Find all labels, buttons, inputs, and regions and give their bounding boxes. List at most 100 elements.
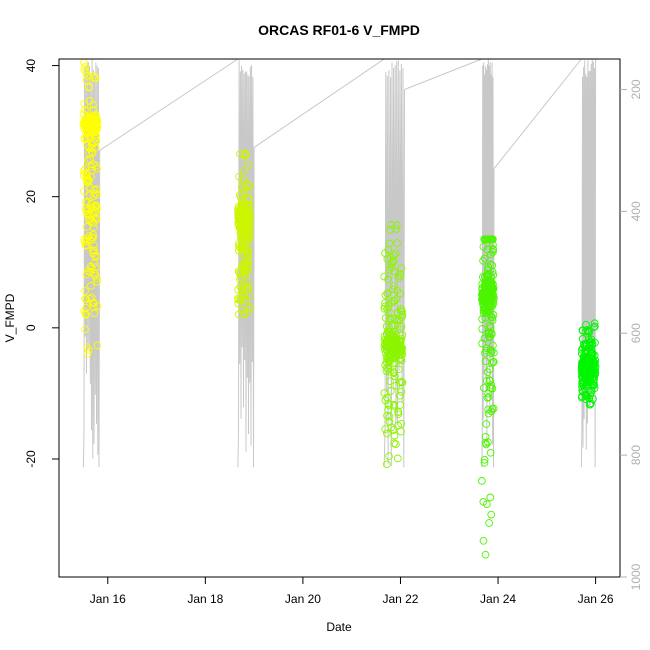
data-point (82, 118, 91, 127)
data-point (92, 132, 100, 140)
series-rf04 (478, 235, 498, 559)
data-point (386, 387, 395, 395)
data-point (245, 202, 253, 211)
data-point (237, 286, 246, 294)
data-point (484, 409, 493, 418)
data-point (93, 302, 102, 310)
data-point (489, 271, 498, 279)
data-point (581, 395, 590, 403)
data-point (397, 322, 406, 331)
data-point (482, 420, 491, 428)
data-point (84, 206, 92, 215)
data-point (90, 246, 98, 255)
pressure-transit-line (253, 58, 385, 148)
data-point (79, 110, 88, 118)
data-point (92, 161, 101, 170)
data-point (241, 150, 250, 159)
data-point (82, 68, 90, 77)
data-point (398, 307, 406, 316)
data-point (81, 287, 89, 295)
data-point (587, 388, 595, 397)
data-point (396, 269, 405, 278)
data-point (237, 183, 246, 192)
data-point (380, 272, 389, 281)
data-point (391, 314, 399, 323)
data-point (390, 431, 399, 440)
x-tick-label: Jan 22 (382, 592, 418, 606)
data-point (236, 150, 244, 158)
data-point (84, 178, 92, 187)
data-point (245, 225, 253, 234)
data-point (486, 448, 495, 457)
data-point (390, 297, 399, 305)
data-point (80, 100, 89, 108)
data-point (486, 383, 495, 392)
data-point (382, 460, 391, 469)
x-tick-label: Jan 24 (480, 592, 516, 606)
data-point (81, 241, 90, 250)
data-point (489, 358, 498, 366)
data-point (583, 326, 591, 334)
data-point (83, 72, 92, 80)
data-point (83, 156, 92, 165)
data-point (386, 377, 394, 386)
data-point (82, 174, 90, 182)
data-point (242, 216, 251, 225)
pressure-transit-line (404, 58, 482, 90)
data-point (394, 365, 403, 374)
data-point (385, 452, 393, 461)
data-point (83, 175, 92, 184)
data-point (479, 302, 488, 311)
data-point (387, 423, 396, 432)
data-point (234, 210, 243, 219)
data-point (486, 493, 495, 502)
data-point (236, 273, 245, 281)
data-point (386, 347, 395, 355)
data-point (479, 497, 488, 506)
data-point (397, 427, 405, 436)
data-point (485, 332, 493, 341)
data-point (85, 232, 94, 240)
data-point (486, 260, 495, 269)
data-point (485, 310, 494, 318)
data-point (93, 117, 102, 126)
y-tick-label: -20 (24, 450, 38, 468)
data-point (488, 267, 497, 276)
data-point (386, 260, 395, 268)
data-point (396, 391, 404, 400)
pressure-segment (481, 59, 495, 468)
data-point (578, 382, 586, 391)
data-point (93, 164, 102, 173)
data-point (395, 325, 404, 334)
data-point (485, 328, 493, 337)
data-point (388, 258, 397, 267)
data-point (590, 351, 599, 360)
data-point (242, 237, 251, 246)
x-tick-label: Jan 18 (187, 592, 223, 606)
data-point (93, 123, 102, 132)
data-point (585, 400, 594, 409)
data-point (480, 254, 489, 263)
data-point (382, 341, 391, 350)
data-point (481, 293, 490, 302)
data-point (243, 213, 251, 221)
data-point (483, 393, 492, 402)
data-point (396, 348, 404, 357)
data-point (236, 268, 245, 277)
data-point (488, 316, 497, 325)
data-point (236, 296, 245, 305)
data-point (591, 322, 599, 331)
data-point (381, 314, 390, 322)
y-tick-label: 20 (24, 190, 38, 204)
data-point (481, 432, 490, 441)
data-point (584, 355, 593, 363)
data-point (88, 264, 96, 273)
data-point (489, 235, 497, 244)
data-point (81, 325, 89, 334)
data-point (238, 179, 247, 188)
data-point (390, 358, 399, 367)
pressure-trace (82, 58, 597, 468)
data-point (481, 550, 490, 559)
data-point (390, 369, 398, 378)
